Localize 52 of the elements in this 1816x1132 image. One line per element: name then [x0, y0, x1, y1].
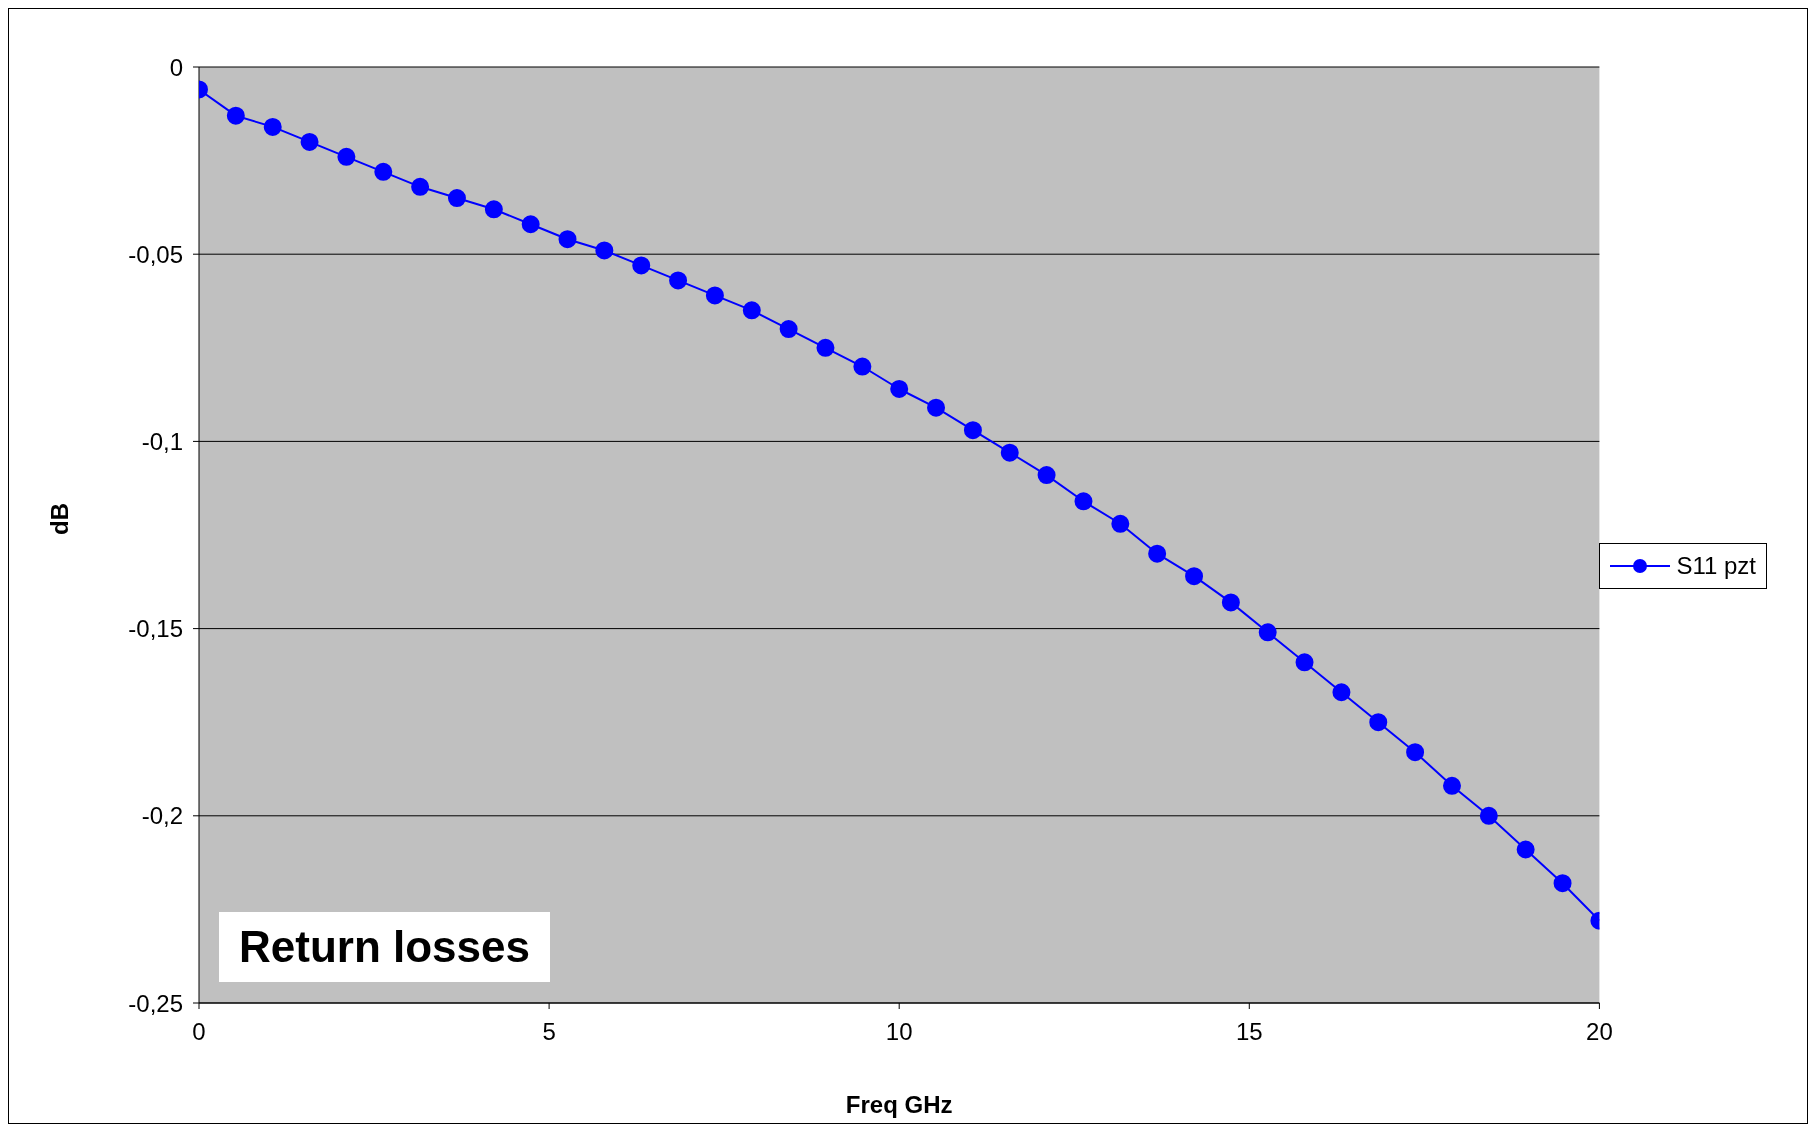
- point: [447, 189, 466, 208]
- point: [816, 338, 835, 357]
- point: [927, 398, 946, 417]
- point: [890, 379, 909, 398]
- point: [1185, 567, 1204, 586]
- y-tick-label: 0: [169, 53, 183, 81]
- point: [1332, 683, 1351, 702]
- point: [963, 421, 982, 440]
- point: [669, 271, 688, 290]
- point: [779, 320, 798, 339]
- x-tick-label: 5: [542, 1018, 556, 1046]
- x-tick-label: 20: [1586, 1018, 1613, 1046]
- point: [1221, 593, 1240, 612]
- x-axis-title: Freq GHz: [845, 1091, 953, 1118]
- point: [521, 215, 540, 234]
- y-axis-title: dB: [45, 503, 73, 535]
- point: [374, 162, 393, 181]
- point: [1258, 623, 1277, 642]
- point: [300, 132, 319, 151]
- point: [853, 357, 872, 376]
- point: [226, 106, 245, 125]
- point: [484, 200, 503, 219]
- point: [1443, 776, 1461, 795]
- text: Return losses: [219, 912, 550, 982]
- point: [1037, 466, 1056, 485]
- point: [1516, 840, 1535, 859]
- point: [1295, 653, 1314, 672]
- y-tick-label: -0,2: [141, 802, 183, 830]
- point: [337, 147, 356, 166]
- point: [595, 241, 614, 260]
- point: [263, 117, 282, 136]
- x-tick-label: 0: [192, 1018, 206, 1046]
- x-tick-label: 10: [885, 1018, 913, 1046]
- y-tick-label: -0,15: [128, 615, 183, 643]
- point: [742, 301, 761, 320]
- point: [411, 177, 430, 196]
- point: [1553, 874, 1572, 893]
- y-tick-label: -0,25: [128, 989, 183, 1017]
- point: [1406, 743, 1425, 762]
- point: [705, 286, 724, 305]
- point: [1369, 713, 1388, 732]
- x-tick-label: 15: [1235, 1018, 1263, 1046]
- point: [1000, 443, 1019, 462]
- point: [1479, 806, 1498, 825]
- y-tick-label: -0,05: [128, 240, 183, 268]
- point: [1074, 492, 1093, 511]
- point: [1111, 514, 1130, 533]
- legend-label: S11 pzt: [1676, 552, 1756, 580]
- point: [558, 230, 577, 249]
- point: [632, 256, 651, 275]
- y-tick-label: -0,1: [141, 427, 183, 455]
- point: [1148, 544, 1167, 563]
